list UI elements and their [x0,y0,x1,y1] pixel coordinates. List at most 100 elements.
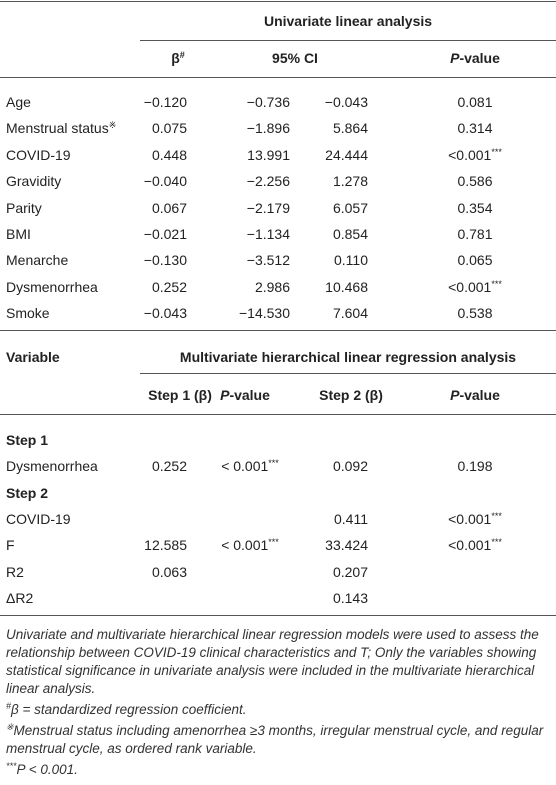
cell: 7.604 [332,305,368,322]
superscript: ※ [6,722,14,732]
cell: 0.065 [457,252,493,269]
footnotes: Univariate and multivariate hierarchical… [6,626,552,782]
text-part: β = standardized regression coefficient. [11,702,247,717]
row-label: COVID-19 [6,510,71,527]
cell: −0.040 [143,173,187,190]
cell: 0.081 [457,94,493,110]
column-header: Step 2 (β) [319,387,383,403]
cell: <0.001*** [400,145,550,165]
column-header: P-value [205,385,285,405]
row-label: Gravidity [6,173,62,190]
rule [0,330,556,331]
row-label: BMI [6,226,31,242]
cell: 0.067 [151,199,187,216]
superscript: *** [268,537,279,548]
cell: <0.001*** [400,509,550,529]
row-label: Parity [6,199,42,216]
text-part: -value [459,387,500,403]
column-header: Step 1 (β) [148,387,212,403]
row-label: ΔR2 [6,589,34,606]
text-part: -value [229,387,270,403]
cell: 33.424 [325,537,368,554]
cell: 0.854 [332,226,368,242]
row-label: Dysmenorrhea [6,278,98,295]
row-label: F [6,537,15,554]
row-label: COVID-19 [6,146,71,163]
rule [0,414,556,415]
footnote: ※Menstrual status including amenorrhea ≥… [6,722,552,758]
text-part: < 0.001 [221,458,269,475]
row-label: Menarche [6,252,69,269]
cell: 0.075 [151,120,187,137]
cell: −0.130 [143,252,187,269]
row-label: Smoke [6,305,50,322]
cell: 0.143 [332,589,368,606]
cell: 0.314 [457,120,493,137]
cell: 6.057 [332,199,368,216]
footnote: ***P < 0.001. [6,761,552,779]
cell: 0.092 [332,458,368,475]
text-part: <0.001 [448,278,492,295]
superscript: # [6,701,12,711]
superscript: # [179,50,185,60]
cell: 13.991 [247,146,290,163]
rule [0,615,556,616]
row-header: Variable [6,349,60,365]
cell: < 0.001*** [200,535,300,555]
group-header: Univariate linear analysis [263,13,433,29]
column-header: P-value [400,48,550,68]
column-header: 95% CI [272,50,318,66]
cell: 0.354 [457,199,493,216]
superscript: *** [491,146,502,157]
row-label: Age [6,94,31,110]
section-label: Step 1 [6,432,49,448]
superscript: *** [491,510,502,521]
cell: −14.530 [239,305,290,322]
cell: −0.021 [143,226,187,242]
text-part: Menstrual status [6,120,109,137]
row-label: Menstrual status※ [6,118,140,138]
row-label: Dysmenorrhea [6,458,98,475]
cell: 0.448 [151,146,187,163]
cell: 0.198 [457,458,493,475]
cell: −0.736 [246,94,290,110]
text-part: <0.001 [448,510,492,527]
cell: 0.411 [334,510,368,527]
superscript: ※ [108,120,117,131]
cell: 0.252 [151,458,187,475]
cell: 0.781 [457,226,493,242]
section-label: Step 2 [6,484,49,501]
column-header: β# [140,48,216,68]
superscript: *** [491,537,502,548]
text-part: β [171,50,180,66]
cell: 0.110 [334,252,368,269]
superscript: *** [268,458,279,469]
superscript: *** [6,761,17,771]
cell: 5.864 [332,120,368,137]
cell: −0.120 [143,94,187,110]
cell: 0.538 [457,305,493,322]
cell: 1.278 [332,173,368,190]
superscript: *** [491,278,502,289]
rule [0,1,556,2]
cell: < 0.001*** [200,456,300,476]
text-part: -value [459,50,500,66]
cell: 24.444 [325,146,368,163]
cell: 0.207 [332,563,368,580]
text-part: P < 0.001. [16,762,78,777]
text-part: P [220,387,230,403]
cell: 0.252 [151,278,187,295]
cell: −1.896 [246,120,290,137]
text-part: P [450,50,460,66]
cell: 0.063 [151,563,187,580]
cell: 2.986 [254,278,290,295]
text-part: P [450,387,460,403]
rule [140,40,556,41]
cell: −2.179 [246,199,290,216]
cell: −1.134 [246,226,290,242]
row-label: R2 [6,563,24,580]
footnote: #β = standardized regression coefficient… [6,701,552,719]
group-header: Multivariate hierarchical linear regress… [179,349,517,365]
cell: 0.586 [457,173,493,190]
